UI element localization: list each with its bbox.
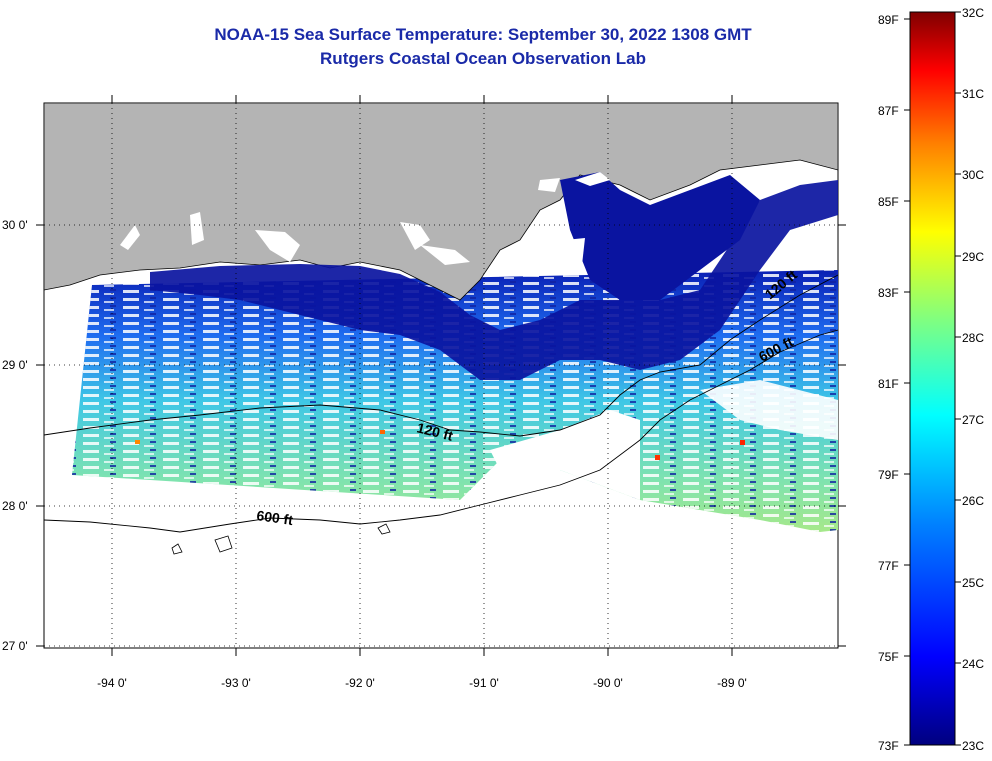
cloud-gap — [490, 410, 640, 500]
colorbar-c-label: 32C — [962, 6, 984, 20]
lon-label: -89 0' — [717, 676, 747, 690]
title-line-2: Rutgers Coastal Ocean Observation Lab — [320, 49, 646, 68]
lat-label: 28 0' — [2, 499, 28, 513]
colorbar-c-label: 29C — [962, 250, 984, 264]
colorbar-c-label: 30C — [962, 168, 984, 182]
lon-label: -90 0' — [593, 676, 623, 690]
lon-label: -93 0' — [221, 676, 251, 690]
lat-label: 27 0' — [2, 639, 28, 653]
colorbar-c-label: 28C — [962, 331, 984, 345]
graticule — [44, 103, 838, 648]
colorbar-f-label: 73F — [878, 739, 899, 753]
colorbar-f-label: 83F — [878, 286, 899, 300]
nearshore-cold-band — [150, 180, 838, 380]
warm-spot — [655, 455, 660, 460]
colorbar-c-label: 26C — [962, 494, 984, 508]
colorbar-c-label: 31C — [962, 87, 984, 101]
lon-label: -94 0' — [97, 676, 127, 690]
colorbar-c-label: 25C — [962, 576, 984, 590]
lat-label: 30 0' — [2, 218, 28, 232]
lake — [538, 178, 560, 192]
bay-cold-water — [560, 172, 760, 300]
lake — [420, 245, 470, 265]
lake — [120, 225, 140, 250]
lake — [255, 230, 300, 262]
lake — [190, 212, 204, 245]
contour-label: 600 ft — [256, 507, 295, 528]
lake — [565, 238, 585, 268]
warm-spot — [740, 440, 745, 445]
warm-spot — [380, 430, 385, 434]
colorbar-f-label: 79F — [878, 468, 899, 482]
lat-label: 29 0' — [2, 358, 28, 372]
land — [44, 103, 838, 301]
colorbar-f-label: 85F — [878, 195, 899, 209]
colorbar-f-label: 89F — [878, 13, 899, 27]
colorbar-c-label: 27C — [962, 413, 984, 427]
colorbar-f-label: 87F — [878, 104, 899, 118]
lake — [575, 172, 610, 186]
colorbar-c-label: 24C — [962, 657, 984, 671]
lon-label: -91 0' — [469, 676, 499, 690]
colorbar-c-label: 23C — [962, 739, 984, 753]
colorbar — [909, 11, 956, 746]
title-line-1: NOAA-15 Sea Surface Temperature: Septemb… — [214, 25, 752, 44]
colorbar-f-label: 81F — [878, 377, 899, 391]
colorbar-f-label: 75F — [878, 650, 899, 664]
contour-120ft-line — [44, 274, 838, 437]
warm-spot — [135, 440, 140, 444]
lake — [400, 222, 430, 250]
contour-600ft-line — [44, 329, 838, 533]
colorbar-f-label: 77F — [878, 559, 899, 573]
axis-ticks — [36, 95, 846, 656]
lon-label: -92 0' — [345, 676, 375, 690]
colorbar-ticks — [904, 11, 961, 746]
cloud-gap-east — [700, 380, 838, 440]
